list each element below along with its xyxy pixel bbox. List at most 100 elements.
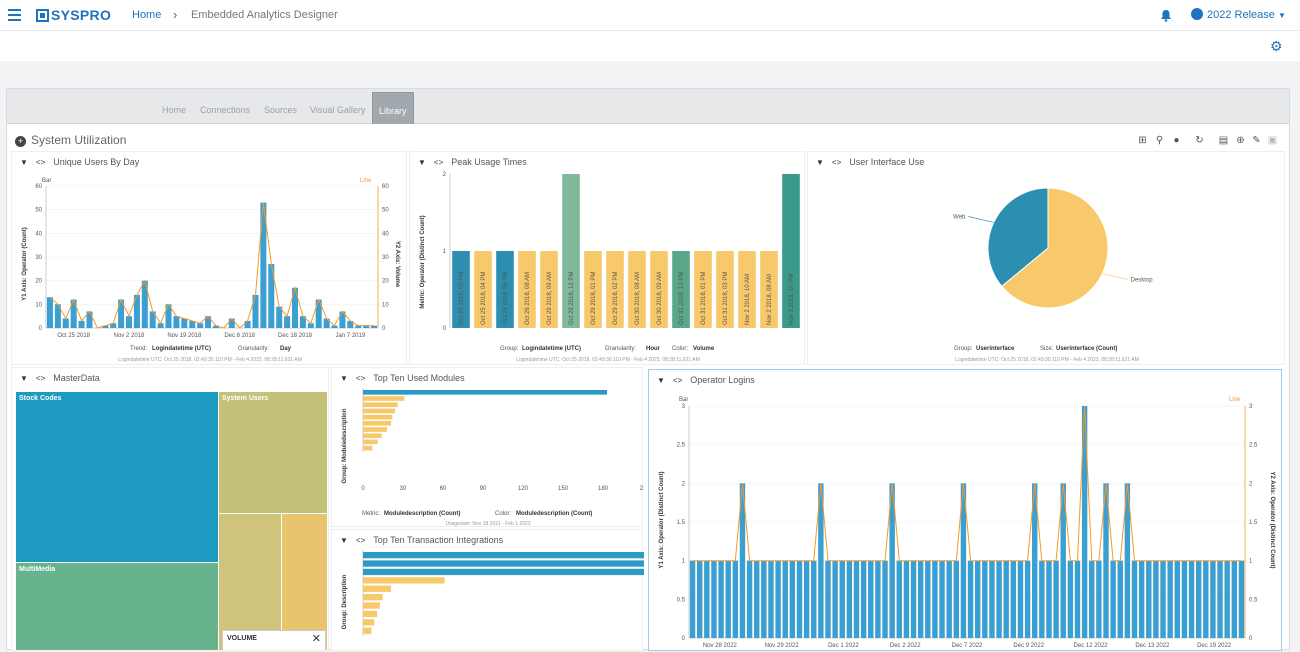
bar-category-label: Nov 2 2018, 10 AM bbox=[745, 274, 751, 325]
bar bbox=[363, 552, 644, 559]
close-icon[interactable]: ✕ bbox=[311, 633, 321, 645]
bar bbox=[363, 325, 370, 328]
tab-visual-gallery[interactable]: Visual Gallery bbox=[310, 105, 366, 115]
bar bbox=[860, 560, 867, 638]
x-tick-label: Dec 13 2022 bbox=[1135, 643, 1170, 649]
treemap-tile[interactable] bbox=[219, 514, 281, 650]
bar bbox=[775, 560, 781, 638]
operator-logins-chart: Bar Line Y1 Axis: Operator (Distinct Cou… bbox=[659, 397, 1275, 649]
x-tick-label: Dec 12 2022 bbox=[1074, 643, 1109, 649]
view-icon[interactable]: <> bbox=[433, 158, 444, 167]
tab-home[interactable]: Home bbox=[162, 105, 187, 115]
bar bbox=[1224, 560, 1230, 638]
filter-icon[interactable]: ▼ bbox=[657, 376, 665, 385]
legend-bar-label: Bar bbox=[42, 178, 51, 184]
filter-icon[interactable]: ▼ bbox=[418, 158, 426, 167]
user-release-menu[interactable]: 2022 Release ▼ bbox=[1191, 8, 1286, 21]
bar bbox=[974, 560, 981, 638]
bar bbox=[672, 251, 690, 328]
refresh-icon[interactable]: ↻ bbox=[1195, 135, 1204, 146]
filter-icon[interactable]: ▼ bbox=[20, 374, 28, 383]
bar bbox=[141, 280, 148, 328]
bar bbox=[704, 560, 710, 638]
view-icon[interactable]: <> bbox=[355, 374, 366, 383]
metric-label: Metric: bbox=[362, 511, 380, 517]
ui-use-panel: ▼ <> User Interface Use Desktop Web Group: … bbox=[807, 151, 1285, 365]
bar-category-label: Nov 2 2018, 08 AM bbox=[767, 274, 773, 325]
bar bbox=[1153, 560, 1159, 638]
treemap-tile[interactable] bbox=[282, 514, 327, 650]
bar bbox=[1046, 560, 1052, 638]
layout-icon[interactable]: ⊞ bbox=[1138, 135, 1147, 146]
sub-bar bbox=[0, 31, 1300, 61]
bar bbox=[355, 325, 362, 328]
tab-sources[interactable]: Sources bbox=[264, 105, 298, 115]
breadcrumb-home[interactable]: Home bbox=[132, 9, 162, 21]
trend-label: Trend: bbox=[130, 346, 147, 352]
x-tick-label: 150 bbox=[558, 486, 569, 492]
bar bbox=[768, 560, 774, 638]
date-range-footer: Logindatetime UTC: Oct 25 2018, 02:49:30… bbox=[955, 357, 1139, 363]
top-transactions-panel: ▼ <> Top Ten Transaction Integrations Grou… bbox=[331, 529, 644, 651]
view-icon[interactable]: <> bbox=[35, 374, 46, 383]
top-modules-panel: ▼ <> Top Ten Used Modules Group: Moduledes… bbox=[331, 367, 644, 527]
edit-icon[interactable]: ✎ bbox=[1252, 135, 1261, 146]
ui-use-title-text: User Interface Use bbox=[849, 157, 925, 167]
y1-tick-label: 2 bbox=[682, 481, 686, 487]
bar bbox=[1039, 560, 1045, 638]
granularity-value: Hour bbox=[646, 346, 661, 352]
download-icon[interactable]: ● bbox=[1173, 135, 1180, 146]
ui-use-chart: Desktop Web Group: Userinterface Size: Us… bbox=[953, 187, 1153, 363]
peak-usage-panel: ▼ <> Peak Usage Times Metric: Operator (Di… bbox=[409, 151, 805, 365]
view-icon[interactable]: <> bbox=[831, 158, 842, 167]
notifications-bell-icon[interactable] bbox=[1160, 9, 1172, 22]
y1-tick-label: 2.5 bbox=[677, 443, 686, 449]
trend-value: Logindatetime (UTC) bbox=[152, 346, 211, 352]
bar bbox=[868, 560, 874, 638]
bar bbox=[70, 299, 77, 328]
x-tick-label: Dec 7 2022 bbox=[952, 643, 983, 649]
bar-category-label: Nov 3 2018, 10 PM bbox=[789, 274, 795, 325]
filter-icon[interactable]: ▼ bbox=[340, 374, 348, 383]
menu-icon[interactable] bbox=[8, 9, 21, 21]
bar bbox=[562, 174, 580, 328]
group-label: Group: bbox=[500, 346, 519, 352]
treemap-tile-system-users[interactable]: System Users bbox=[219, 392, 327, 513]
bar bbox=[197, 323, 204, 328]
add-widget-icon[interactable]: ⊕ bbox=[1236, 135, 1245, 146]
x-tick-label: Dec 18 2018 bbox=[278, 333, 313, 339]
bar bbox=[323, 318, 330, 328]
add-circle-icon[interactable]: + bbox=[15, 136, 26, 147]
view-icon[interactable]: <> bbox=[35, 158, 46, 167]
treemap-tile-stock-codes[interactable]: Stock Codes bbox=[16, 392, 218, 562]
treemap-tile-multimedia[interactable]: MultiMedia bbox=[16, 563, 218, 650]
bar bbox=[363, 568, 644, 576]
bar bbox=[925, 560, 931, 638]
view-icon[interactable]: <> bbox=[672, 376, 683, 385]
delete-icon[interactable]: ▤ bbox=[1218, 135, 1229, 146]
operator-logins-title-text: Operator Logins bbox=[690, 375, 755, 385]
tab-connections[interactable]: Connections bbox=[200, 105, 251, 115]
bar bbox=[205, 316, 212, 328]
view-icon[interactable]: <> bbox=[355, 536, 366, 545]
bar bbox=[1181, 560, 1188, 638]
filter-icon[interactable]: ▼ bbox=[20, 158, 28, 167]
bar bbox=[606, 251, 624, 328]
bar bbox=[149, 311, 156, 328]
tab-library[interactable]: Library bbox=[372, 92, 414, 124]
color-label: Color: bbox=[672, 346, 688, 352]
bar bbox=[761, 560, 767, 638]
size-label: Size: bbox=[1040, 346, 1054, 352]
share-icon[interactable]: ⚲ bbox=[1155, 135, 1164, 146]
settings-gear-icon[interactable]: ⚙ bbox=[1270, 38, 1283, 54]
filter-icon[interactable]: ▼ bbox=[816, 158, 824, 167]
bar bbox=[339, 311, 346, 328]
y2-tick-label: 50 bbox=[382, 208, 389, 214]
group-value: Userinterface bbox=[976, 346, 1015, 352]
operator-logins-panel[interactable]: ▼ <> Operator Logins Bar Line Y1 Axis: Ope… bbox=[648, 369, 1282, 651]
filter-icon[interactable]: ▼ bbox=[340, 536, 348, 545]
x-tick-label: Dec 8 2018 bbox=[224, 333, 255, 339]
color-value: Moduledescription (Count) bbox=[516, 511, 592, 517]
y2-tick-label: 30 bbox=[382, 255, 389, 261]
bar bbox=[1110, 560, 1116, 638]
